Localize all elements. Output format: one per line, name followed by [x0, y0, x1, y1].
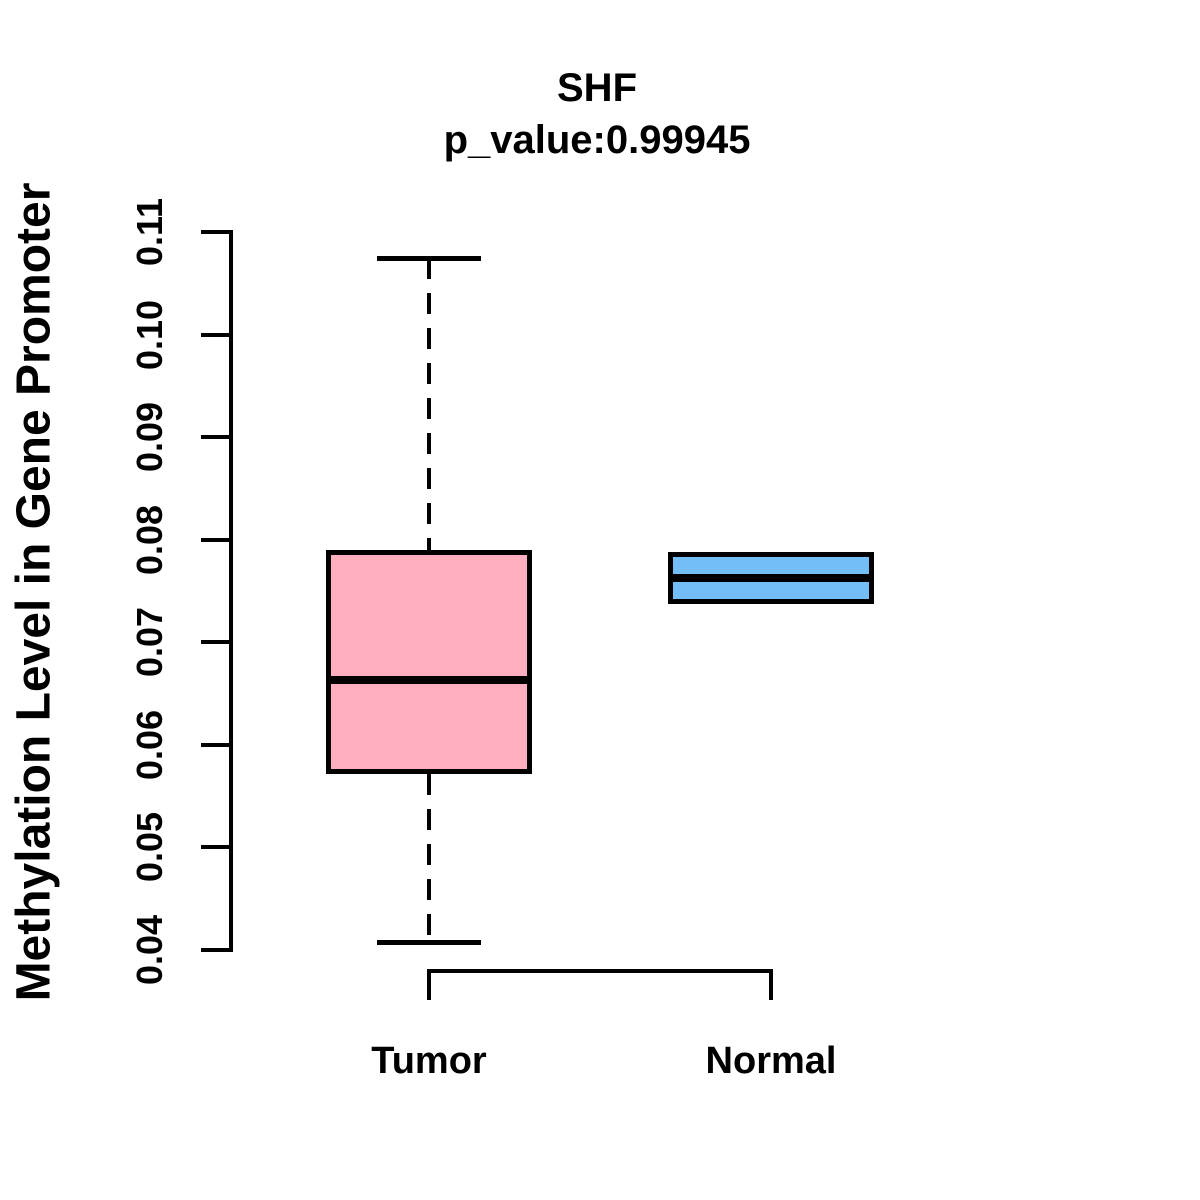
- y-tick-label: 0.05: [129, 812, 170, 883]
- y-axis-tick: [201, 537, 231, 542]
- y-axis-tick: [201, 845, 231, 850]
- median-line-normal: [673, 573, 869, 582]
- y-axis-tick: [201, 640, 231, 645]
- x-axis-line: [427, 969, 773, 973]
- x-axis-tick-normal: [769, 969, 773, 1000]
- chart-subtitle: p_value:0.99945: [443, 118, 751, 162]
- x-category-label-normal: Normal: [705, 1040, 837, 1082]
- y-tick-label: 0.08: [129, 504, 170, 575]
- y-axis-tick: [201, 435, 231, 440]
- y-tick-label: 0.07: [129, 607, 170, 678]
- whisker-cap-upper-tumor: [377, 255, 481, 261]
- y-tick-label: 0.10: [129, 299, 170, 370]
- y-tick-label: 0.09: [129, 402, 170, 473]
- y-axis-tick: [201, 948, 231, 952]
- box-tumor: [326, 549, 532, 774]
- y-tick-label: 0.11: [129, 197, 170, 267]
- whisker-cap-lower-tumor: [377, 939, 481, 945]
- whisker-upper-tumor: [427, 257, 431, 550]
- y-tick-label: 0.06: [129, 709, 170, 780]
- y-axis-line: [229, 230, 233, 952]
- median-line-tumor: [331, 676, 527, 685]
- x-category-label-tumor: Tumor: [371, 1040, 487, 1082]
- whisker-lower-tumor: [427, 773, 431, 943]
- chart-title: SHF: [557, 66, 637, 110]
- y-axis-tick: [201, 230, 231, 234]
- y-axis-tick: [201, 332, 231, 337]
- y-tick-label: 0.04: [129, 914, 170, 986]
- x-axis-tick-tumor: [427, 969, 431, 1000]
- y-axis-tick: [201, 742, 231, 747]
